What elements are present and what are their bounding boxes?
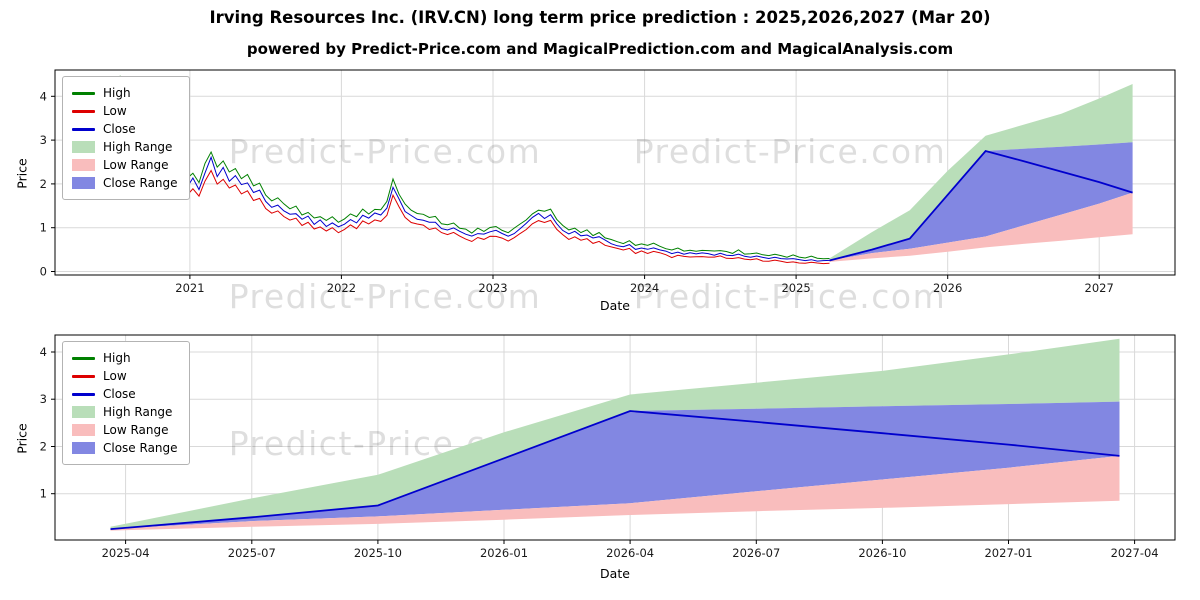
- high-range-area: [110, 338, 1120, 530]
- y-axis-label-bottom: Price: [14, 423, 30, 454]
- legend-swatch-high: [72, 356, 95, 360]
- legend-label: Close Range: [103, 176, 178, 190]
- legend-label: Low Range: [103, 158, 169, 172]
- legend-swatch-close: [72, 392, 95, 396]
- chart-title: Irving Resources Inc. (IRV.CN) long term…: [209, 8, 991, 27]
- legend-swatch-low: [72, 109, 95, 113]
- close-range-area: [829, 142, 1133, 261]
- chart-subtitle: powered by Predict-Price.com and Magical…: [246, 40, 954, 58]
- x-tick-label: 2025-04: [102, 546, 150, 560]
- legend-item: High: [72, 351, 178, 365]
- x-tick-label: 2026: [933, 281, 962, 295]
- low-range-area: [110, 455, 1120, 531]
- x-tick-label: 2025-10: [354, 546, 402, 560]
- x-tick-label: 2026-10: [858, 546, 906, 560]
- legend-bottom: High Low Close High Range Low Range Close Ran…: [62, 341, 190, 465]
- close-range-area: [110, 401, 1120, 530]
- legend-label: High Range: [103, 405, 173, 419]
- prediction-close-line: [829, 149, 1133, 262]
- legend-item: High Range: [72, 140, 178, 154]
- legend-swatch-close: [72, 127, 95, 131]
- x-axis-label-top: Date: [600, 298, 630, 313]
- x-tick-label: 2023: [478, 281, 507, 295]
- x-tick-label: 2027: [1085, 281, 1114, 295]
- x-tick-label: 2025: [781, 281, 810, 295]
- legend-label: Low Range: [103, 423, 169, 437]
- legend-swatch-close-range: [72, 442, 95, 454]
- watermark-text: Predict-Price.com: [229, 277, 542, 316]
- y-axis-label-top: Price: [14, 158, 30, 189]
- legend-label: Low: [103, 104, 127, 118]
- legend-label: Close Range: [103, 441, 178, 455]
- history-close-line: [101, 86, 830, 262]
- legend-label: High: [103, 86, 131, 100]
- y-tick-label: 0: [40, 265, 47, 279]
- x-tick-label: 2026-07: [732, 546, 780, 560]
- legend-item: Close Range: [72, 176, 178, 190]
- legend-swatch-high: [72, 91, 95, 95]
- legend-item: Close: [72, 122, 178, 136]
- y-tick-label: 1: [40, 221, 47, 235]
- history-low-line: [101, 104, 830, 265]
- bottom-chart: Predict-Price.comPredict-Price.com2025-0…: [40, 334, 1176, 560]
- history-high-line: [101, 75, 830, 260]
- prediction-close-line: [110, 410, 1120, 530]
- legend-label: High: [103, 351, 131, 365]
- x-tick-label: 2027-01: [984, 546, 1032, 560]
- legend-swatch-low: [72, 374, 95, 378]
- high-range-area: [829, 84, 1133, 261]
- watermark-text: Predict-Price.com: [229, 132, 542, 171]
- legend-swatch-high-range: [72, 141, 95, 153]
- x-tick-label: 2021: [175, 281, 204, 295]
- legend-item: High: [72, 86, 178, 100]
- legend-item: Close: [72, 387, 178, 401]
- y-tick-label: 4: [40, 89, 47, 103]
- watermark-text: Predict-Price.com: [634, 277, 947, 316]
- legend-label: Low: [103, 369, 127, 383]
- legend-swatch-high-range: [72, 406, 95, 418]
- y-tick-label: 4: [40, 345, 47, 359]
- x-tick-label: 2024: [630, 281, 659, 295]
- legend-swatch-low-range: [72, 424, 95, 436]
- legend-swatch-close-range: [72, 177, 95, 189]
- legend-label: Close: [103, 122, 136, 136]
- x-tick-label: 2026-01: [480, 546, 528, 560]
- y-tick-label: 2: [40, 177, 47, 191]
- y-tick-label: 3: [40, 392, 47, 406]
- y-tick-label: 3: [40, 133, 47, 147]
- legend-item: Low: [72, 104, 178, 118]
- legend-item: Low Range: [72, 423, 178, 437]
- legend-label: High Range: [103, 140, 173, 154]
- axes-border: [54, 69, 1176, 276]
- y-tick-label: 2: [40, 440, 47, 454]
- x-tick-label: 2025-07: [228, 546, 276, 560]
- x-tick-label: 2027-04: [1111, 546, 1159, 560]
- legend-item: High Range: [72, 405, 178, 419]
- x-axis-label-bottom: Date: [600, 566, 630, 581]
- legend-item: Low Range: [72, 158, 178, 172]
- x-tick-label: 2026-04: [606, 546, 654, 560]
- low-range-area: [829, 192, 1133, 262]
- legend-swatch-low-range: [72, 159, 95, 171]
- legend-top: High Low Close High Range Low Range Close Ran…: [62, 76, 190, 200]
- y-tick-label: 1: [40, 487, 47, 501]
- legend-label: Close: [103, 387, 136, 401]
- legend-item: Close Range: [72, 441, 178, 455]
- axes-border: [54, 334, 1176, 541]
- legend-item: Low: [72, 369, 178, 383]
- watermark-text: Predict-Price.com: [634, 132, 947, 171]
- x-tick-label: 2022: [327, 281, 356, 295]
